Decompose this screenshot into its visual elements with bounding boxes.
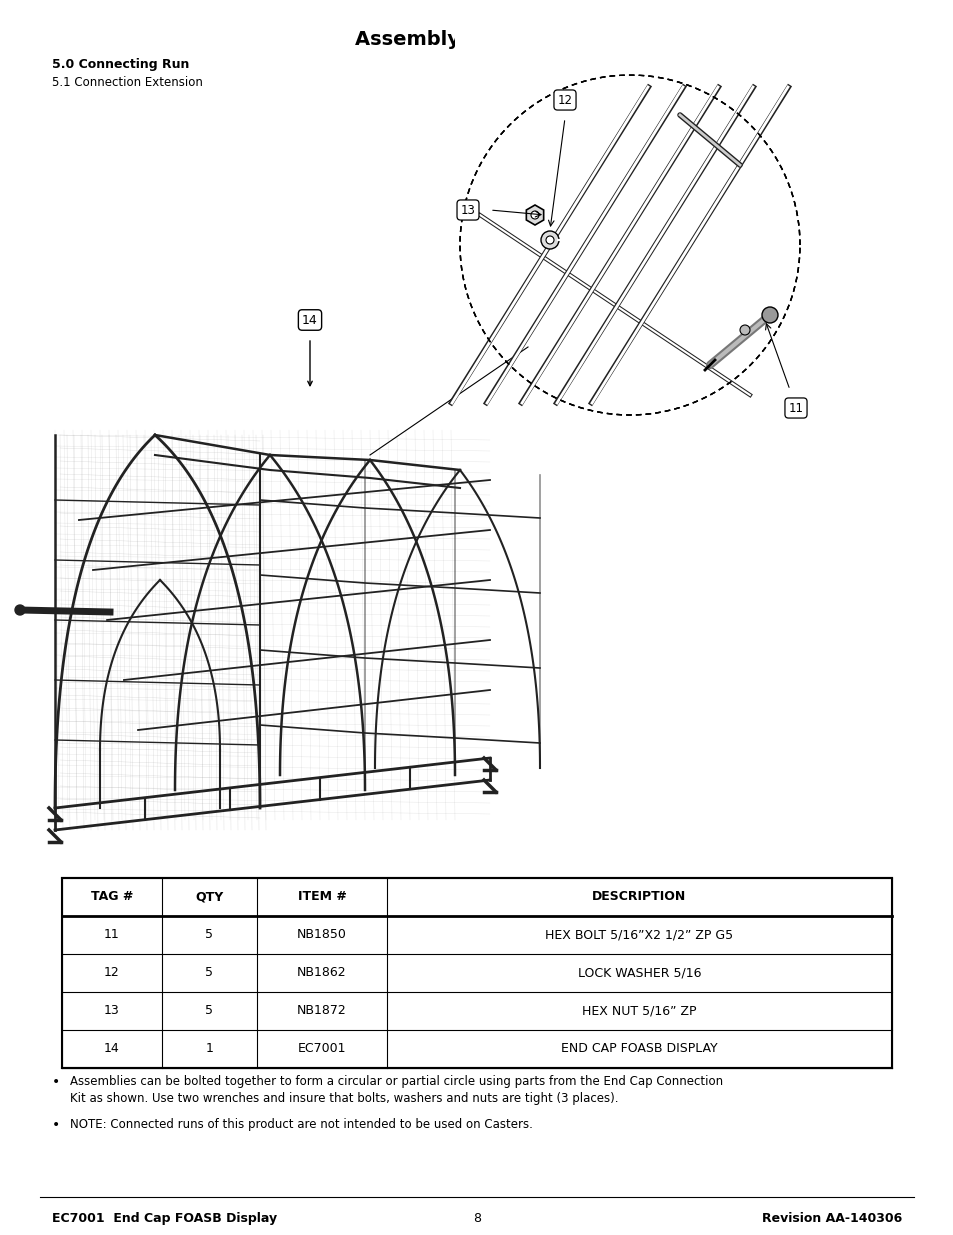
- Text: 12: 12: [104, 967, 120, 979]
- Text: Assemblies can be bolted together to form a circular or partial circle using par: Assemblies can be bolted together to for…: [70, 1074, 722, 1105]
- Text: Revision AA-140306: Revision AA-140306: [760, 1212, 901, 1225]
- Text: ITEM #: ITEM #: [297, 890, 346, 904]
- Text: HEX BOLT 5/16”X2 1/2” ZP G5: HEX BOLT 5/16”X2 1/2” ZP G5: [545, 929, 733, 941]
- Circle shape: [531, 211, 538, 219]
- Text: NOTE: Connected runs of this product are not intended to be used on Casters.: NOTE: Connected runs of this product are…: [70, 1118, 533, 1131]
- Text: NB1850: NB1850: [296, 929, 347, 941]
- Bar: [455, 0, 604, 75]
- Text: EC7001  End Cap FOASB Display: EC7001 End Cap FOASB Display: [52, 1212, 276, 1225]
- Text: 14: 14: [104, 1042, 120, 1056]
- Text: 11: 11: [788, 401, 802, 415]
- Text: 5: 5: [205, 929, 213, 941]
- Bar: [62, 878, 891, 1068]
- Text: 1: 1: [205, 1042, 213, 1056]
- Text: 13: 13: [460, 204, 475, 216]
- Text: NB1872: NB1872: [296, 1004, 347, 1018]
- Circle shape: [15, 605, 25, 615]
- Text: 5: 5: [205, 1004, 213, 1018]
- Text: 5.1 Connection Extension: 5.1 Connection Extension: [52, 77, 203, 89]
- Circle shape: [761, 308, 778, 324]
- Polygon shape: [526, 205, 543, 225]
- Text: 12: 12: [557, 94, 572, 106]
- Text: 11: 11: [104, 929, 120, 941]
- Text: NB1862: NB1862: [297, 967, 347, 979]
- Text: 5: 5: [205, 967, 213, 979]
- Circle shape: [740, 325, 749, 335]
- Text: END CAP FOASB DISPLAY: END CAP FOASB DISPLAY: [560, 1042, 717, 1056]
- Text: TAG #: TAG #: [91, 890, 133, 904]
- Text: 8: 8: [473, 1212, 480, 1225]
- Bar: [455, 0, 804, 70]
- Text: QTY: QTY: [195, 890, 223, 904]
- Text: 13: 13: [104, 1004, 120, 1018]
- Text: HEX NUT 5/16” ZP: HEX NUT 5/16” ZP: [581, 1004, 696, 1018]
- Text: DESCRIPTION: DESCRIPTION: [592, 890, 686, 904]
- Text: LOCK WASHER 5/16: LOCK WASHER 5/16: [578, 967, 700, 979]
- Circle shape: [545, 236, 554, 245]
- Bar: [655, 0, 804, 75]
- Circle shape: [540, 231, 558, 249]
- Text: Assembly Instructions: Assembly Instructions: [355, 30, 598, 49]
- Text: 5.0 Connecting Run: 5.0 Connecting Run: [52, 58, 190, 70]
- Text: 14: 14: [302, 314, 317, 326]
- Bar: [455, 0, 804, 75]
- Text: EC7001: EC7001: [297, 1042, 346, 1056]
- Text: •: •: [52, 1118, 60, 1132]
- Text: •: •: [52, 1074, 60, 1089]
